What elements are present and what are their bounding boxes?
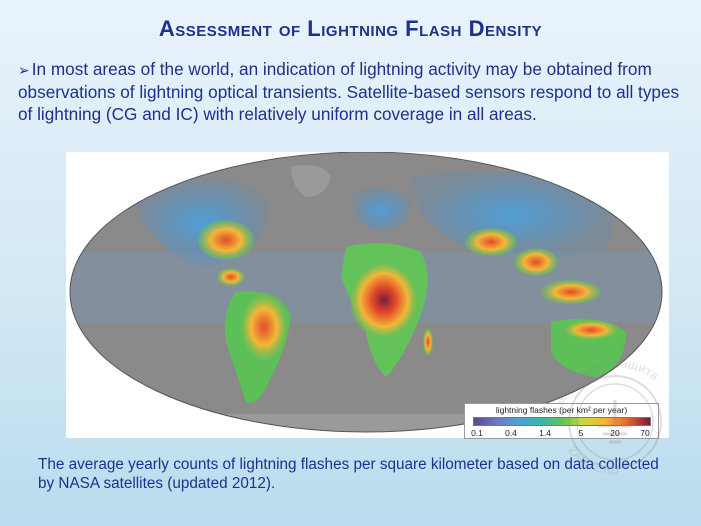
figure-caption: The average yearly counts of lightning f… — [38, 456, 659, 492]
australia-hotspot — [563, 320, 619, 340]
legend-tick: 0.1 — [471, 428, 483, 438]
lightning-map — [66, 152, 669, 438]
south-america-hotspot — [240, 293, 288, 361]
legend-tick: 0.4 — [505, 428, 517, 438]
legend-color-bar — [473, 417, 651, 426]
asia — [411, 170, 613, 259]
legend-title: lightning flashes (per km² per year) — [495, 405, 628, 415]
north-america-hotspot — [198, 220, 254, 260]
world-map-svg — [69, 152, 663, 433]
bullet-arrow-icon: ➢ — [18, 62, 30, 78]
color-legend: lightning flashes (per km² per year) 0.1… — [464, 403, 659, 439]
africa-hotspot — [350, 262, 418, 338]
legend-tick: 70 — [640, 428, 650, 438]
south-asia-hotspot — [465, 228, 517, 256]
globe-outline — [69, 152, 663, 433]
bullet-text: In most areas of the world, an indicatio… — [18, 59, 680, 124]
southeast-asia-hotspot — [514, 248, 558, 276]
legend-tick: 20 — [610, 428, 620, 438]
europe — [351, 188, 411, 232]
legend-tick: 5 — [578, 428, 584, 438]
madagascar — [423, 328, 433, 356]
indonesia-hotspot — [541, 280, 601, 304]
slide-title: Assessment of Lightning Flash Density — [158, 16, 543, 41]
legend-tick: 1.4 — [539, 428, 551, 438]
bullet-paragraph: ➢ In most areas of the world, an indicati… — [18, 58, 688, 125]
greenland — [291, 164, 331, 197]
central-america — [217, 268, 245, 286]
